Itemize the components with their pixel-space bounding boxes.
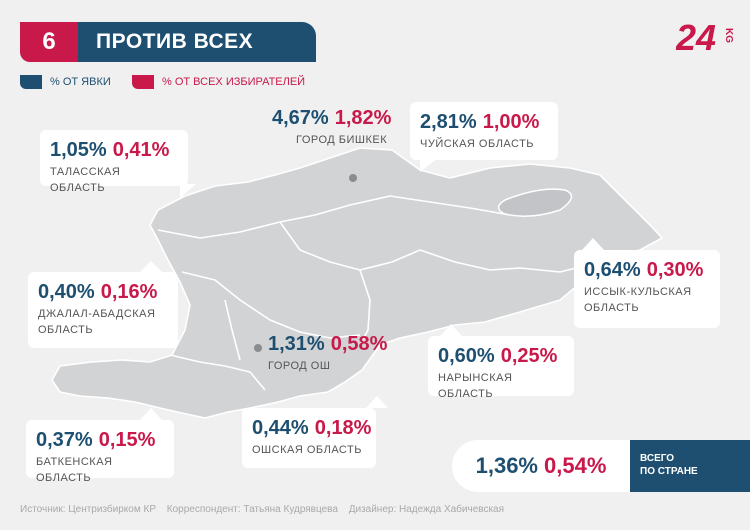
designer-credit: Дизайнер: Надежда Хабичевская [348, 504, 505, 515]
region-name: НАРЫНСКАЯ ОБЛАСТЬ [438, 372, 513, 400]
all-voters-value: 0,58% [330, 333, 388, 355]
region-card-chui: 2,81% 1,00% ЧУЙСКАЯ ОБЛАСТЬ [410, 102, 558, 160]
all-voters-value: 1,00% [482, 111, 540, 133]
logo-number: 24 [676, 17, 716, 56]
total-values: 1,36% 0,54% [452, 440, 630, 492]
region-card-naryn: 0,60% 0,25% НАРЫНСКАЯ ОБЛАСТЬ [428, 336, 574, 400]
total-all-voters-value: 0,54% [544, 453, 607, 478]
legend-turnout: % ОТ ЯВКИ [20, 74, 111, 90]
turnout-value: 0,64% [584, 259, 641, 281]
logo-suffix: KG [723, 28, 734, 43]
turnout-value: 0,37% [36, 429, 93, 451]
turnout-value: 1,31% [268, 333, 325, 355]
region-name: ГОРОД ОШ [268, 360, 331, 372]
all-voters-value: 0,16% [100, 281, 158, 303]
region-card-jalal-abad: 0,40% 0,16% ДЖАЛАЛ-АБАДСКАЯ ОБЛАСТЬ [28, 272, 178, 348]
total-turnout-value: 1,36% [475, 453, 538, 478]
credits: Источник: Центризбирком КР Корреспондент… [20, 504, 512, 515]
region-name: ГОРОД БИШКЕК [296, 134, 388, 146]
turnout-value: 2,81% [420, 111, 477, 133]
region-name: ЧУЙСКАЯ ОБЛАСТЬ [420, 138, 535, 150]
slide-number: 6 [20, 22, 78, 62]
all-voters-value: 0,25% [500, 345, 558, 367]
legend-swatch-red [132, 75, 154, 89]
turnout-value: 0,40% [38, 281, 95, 303]
all-voters-value: 0,41% [112, 139, 170, 161]
legend-label: % ОТ ЯВКИ [50, 76, 111, 88]
legend-all-voters: % ОТ ВСЕХ ИЗБИРАТЕЛЕЙ [132, 74, 305, 90]
24kg-logo: 24 KG [675, 16, 736, 58]
correspondent-credit: Корреспондент: Татьяна Кудрявцева [166, 504, 338, 515]
bishkek-dot [349, 174, 357, 182]
region-name: ТАЛАССКАЯ ОБЛАСТЬ [50, 166, 121, 194]
legend-swatch-blue [20, 75, 42, 89]
all-voters-value: 0,30% [646, 259, 704, 281]
osh-city-dot [254, 344, 262, 352]
source-credit: Источник: Центризбирком КР [20, 504, 157, 515]
region-card-bishkek: 4,67% 1,82% ГОРОД БИШКЕК [272, 106, 391, 148]
turnout-value: 0,60% [438, 345, 495, 367]
header: 6 ПРОТИВ ВСЕХ [0, 22, 316, 62]
turnout-value: 4,67% [272, 107, 329, 129]
all-voters-value: 0,15% [98, 429, 156, 451]
region-card-osh-city: 1,31% 0,58% ГОРОД ОШ [268, 332, 387, 374]
region-name: БАТКЕНСКАЯ ОБЛАСТЬ [36, 456, 113, 484]
region-card-osh-oblast: 0,44% 0,18% ОШСКАЯ ОБЛАСТЬ [242, 408, 376, 468]
country-total: 1,36% 0,54% ВСЕГО ПО СТРАНЕ [452, 440, 750, 492]
all-voters-value: 0,18% [314, 417, 372, 439]
region-card-issyk-kul: 0,64% 0,30% ИССЫК-КУЛЬСКАЯ ОБЛАСТЬ [574, 250, 720, 328]
region-card-batken: 0,37% 0,15% БАТКЕНСКАЯ ОБЛАСТЬ [26, 420, 174, 484]
issyk-kul-lake [497, 188, 573, 217]
region-name: ДЖАЛАЛ-АБАДСКАЯ ОБЛАСТЬ [38, 308, 156, 336]
region-name: ОШСКАЯ ОБЛАСТЬ [252, 444, 362, 456]
legend-label: % ОТ ВСЕХ ИЗБИРАТЕЛЕЙ [162, 76, 306, 88]
total-label: ВСЕГО ПО СТРАНЕ [630, 440, 750, 492]
region-card-talas: 1,05% 0,41% ТАЛАССКАЯ ОБЛАСТЬ [40, 130, 188, 194]
page-title: ПРОТИВ ВСЕХ [78, 22, 316, 62]
all-voters-value: 1,82% [334, 107, 392, 129]
turnout-value: 1,05% [50, 139, 107, 161]
region-name: ИССЫК-КУЛЬСКАЯ ОБЛАСТЬ [584, 286, 692, 314]
turnout-value: 0,44% [252, 417, 309, 439]
